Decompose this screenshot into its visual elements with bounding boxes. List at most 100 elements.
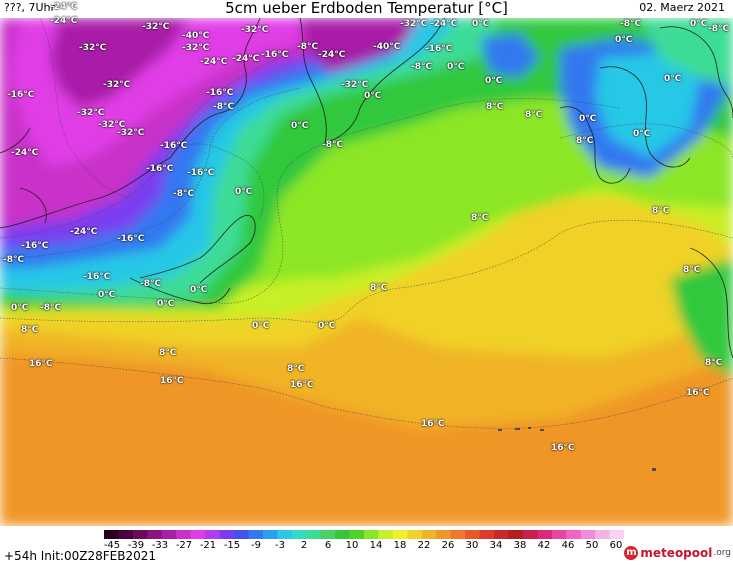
colorbar-segment [465,530,481,539]
isotherm-label: -8°C [3,255,25,265]
colorbar-tick-label: 10 [345,540,359,551]
isotherm-label: -32°C [117,128,145,138]
colorbar-segment [176,530,192,539]
colorbar-tick-label: 18 [393,540,407,551]
isotherm-label: -8°C [297,42,319,52]
isotherm-label: 16°C [29,359,53,369]
colorbar-segment [277,530,293,539]
isotherm-label: -24°C [50,2,78,12]
colorbar-tick-label: -27 [175,540,193,551]
colorbar-segment [234,530,250,539]
isotherm-label: -8°C [140,279,162,289]
colorbar-segment [436,530,452,539]
isotherm-label: -8°C [322,140,344,150]
isotherm-label: 8°C [159,348,177,358]
colorbar-segment [609,530,624,539]
isotherm-label: 16°C [686,388,710,398]
isotherm-label: -16°C [83,272,111,282]
isotherm-label: -24°C [11,148,39,158]
isotherm-label: 8°C [683,265,701,275]
model-run-info: +54h Init:00Z28FEB2021 [4,549,156,563]
isotherm-label: -24°C [200,57,228,67]
forecast-time-label: ???, 7Uhr [4,1,56,14]
isotherm-label: 0°C [291,121,309,131]
colorbar-segment [421,530,437,539]
isotherm-label: -32°C [142,22,170,32]
isotherm-label: -24°C [70,227,98,237]
colorbar-segment [551,530,567,539]
colorbar-tick-label: -21 [199,540,217,551]
isotherm-label: 0°C [98,290,116,300]
colorbar-tick-label: 14 [369,540,383,551]
colorbar-segment [595,530,611,539]
isotherm-label: -16°C [187,168,215,178]
colorbar-tick-label: -39 [127,540,145,551]
isotherm-label: 16°C [551,443,575,453]
colorbar-segment [118,530,134,539]
isotherm-label: -16°C [117,234,145,244]
colorbar-segment [161,530,177,539]
colorbar-segment [378,530,394,539]
colorbar-tick-label: 2 [300,540,308,551]
isotherm-label: -16°C [146,164,174,174]
forecast-date: 02. Maerz 2021 [639,1,725,14]
isotherm-label: -32°C [103,80,131,90]
colorbar-tick-label: 34 [489,540,503,551]
isotherm-label: 8°C [525,110,543,120]
colorbar-segment [291,530,307,539]
colorbar-tick-label: -45 [103,540,121,551]
isotherm-label: -40°C [373,42,401,52]
isotherm-label: -16°C [425,44,453,54]
isotherm-label: -24°C [430,19,458,29]
isotherm-label: 8°C [486,102,504,112]
isotherm-label: 0°C [579,114,597,124]
logo-name: meteopool [640,546,713,560]
colorbar-segment [335,530,351,539]
isotherm-label: -40°C [182,31,210,41]
isotherm-label: -32°C [79,43,107,53]
colorbar-segment [104,530,120,539]
isotherm-label: 8°C [705,358,723,368]
colorbar-tick-label: -9 [251,540,261,551]
colorbar-tick-label: -15 [223,540,241,551]
isotherm-label: 16°C [160,376,184,386]
isotherm-label: -32°C [77,108,105,118]
isotherm-label: 8°C [21,325,39,335]
colorbar-tick-label: 46 [561,540,575,551]
colorbar-tick-label: 50 [585,540,599,551]
colorbar-segment [537,530,553,539]
colorbar-segment [147,530,163,539]
meteopool-logo[interactable]: m meteopool .org [624,546,731,560]
colorbar-tick-label: 6 [324,540,332,551]
colorbar-segment [132,530,148,539]
colorbar-tick-label: 60 [609,540,623,551]
isotherm-label: 0°C [157,299,175,309]
colorbar-tick-label: 30 [465,540,479,551]
isotherm-label: 0°C [190,285,208,295]
isotherm-label: -16°C [21,241,49,251]
isotherm-label: 0°C [318,321,336,331]
isotherm-label: 8°C [576,136,594,146]
isotherm-label: 8°C [471,213,489,223]
isotherm-label: 0°C [252,321,270,331]
colorbar-tick-label: 22 [417,540,431,551]
colorbar-tick-label: 38 [513,540,527,551]
isotherm-label: -8°C [708,24,730,34]
meteopool-logo-icon: m [624,546,639,560]
colorbar-segment [580,530,596,539]
isotherm-label: 0°C [485,76,503,86]
colorbar-segment [248,530,264,539]
isotherm-label: -8°C [213,102,235,112]
colorbar-segment [508,530,524,539]
colorbar-segment [320,530,336,539]
isotherm-label: 0°C [472,19,490,29]
colorbar-segment [392,530,408,539]
isotherm-label: 0°C [235,187,253,197]
isotherm-label: 0°C [447,62,465,72]
map-title: 5cm ueber Erdboden Temperatur [°C] [225,0,508,17]
colorbar-segment [205,530,221,539]
isotherm-label: 0°C [690,19,708,29]
temperature-colorbar [104,530,624,539]
colorbar-segment [349,530,365,539]
